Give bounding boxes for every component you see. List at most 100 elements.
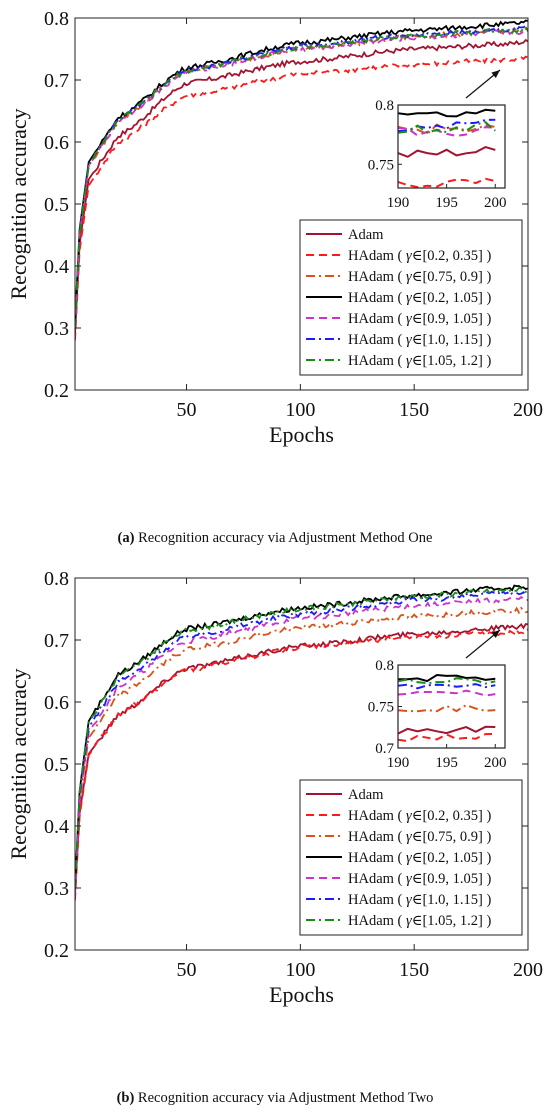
series-line-3: [75, 19, 528, 322]
y-tick-label: 0.6: [44, 692, 69, 714]
legend-label-3: HAdam ( γ∈[0.2, 1.05] ): [348, 850, 491, 866]
legend-label-4: HAdam ( γ∈[0.9, 1.05] ): [348, 311, 491, 327]
legend-label-range: ∈[0.75, 0.9] ): [412, 269, 492, 285]
inset-line-5: [398, 118, 496, 133]
inset-line-1: [398, 732, 496, 743]
caption-a-text: Recognition accuracy via Adjustment Meth…: [138, 530, 433, 546]
legend-label-prefix: HAdam (: [348, 829, 406, 845]
series-line-6: [75, 586, 528, 889]
inset-y-tick-label: 0.75: [368, 700, 394, 716]
chart-b: 0.2 0.3 0.4 0.5 0.6 0.7 0.8 50 100 150 200 Epochs Re…: [6, 568, 543, 1007]
series-line-4: [75, 595, 528, 895]
x-tick-label: 200: [513, 399, 543, 421]
y-tick-label: 0.4: [44, 816, 69, 838]
inset-y-tick-label: 0.7: [375, 741, 394, 757]
y-tick-label: 0.2: [44, 940, 69, 962]
y-tick-label: 0.5: [44, 754, 69, 776]
zoom-arrow: [465, 629, 501, 659]
legend-label-gamma: γ: [406, 913, 413, 929]
x-axis-label: Epochs: [269, 982, 334, 1007]
series-line-5: [75, 24, 528, 329]
legend-label-prefix: HAdam (: [348, 850, 406, 866]
legend-label-gamma: γ: [406, 353, 413, 369]
legend-label-gamma: γ: [406, 808, 413, 824]
legend-label-prefix: Adam: [348, 787, 384, 803]
x-tick-label: 50: [177, 399, 197, 421]
legend-label-3: HAdam ( γ∈[0.2, 1.05] ): [348, 290, 491, 306]
x-tick-label: 100: [285, 959, 315, 981]
legend-label-prefix: HAdam (: [348, 871, 406, 887]
legend-label-6: HAdam ( γ∈[1.05, 1.2] ): [348, 353, 491, 369]
y-tick-label: 0.4: [44, 256, 69, 278]
caption-a: (a) Recognition accuracy via Adjustment …: [0, 530, 550, 547]
legend-label-gamma: γ: [406, 248, 413, 264]
y-tick-label: 0.6: [44, 132, 69, 154]
legend-label-gamma: γ: [406, 892, 413, 908]
legend-label-prefix: HAdam (: [348, 808, 406, 824]
inset-line-4: [398, 689, 496, 697]
zoom-arrow: [465, 69, 501, 99]
inset-y-tick-label: 0.8: [375, 98, 394, 114]
y-tick-label: 0.5: [44, 194, 69, 216]
inset-line-6: [398, 677, 496, 685]
inset-x-tick-label: 190: [387, 195, 410, 211]
x-tick-label: 100: [285, 399, 315, 421]
x-tick-label: 200: [513, 959, 543, 981]
inset: 190 195 200 0.7 0.75 0.8: [368, 658, 507, 771]
caption-b-label: (b): [116, 1090, 135, 1106]
x-tick-label: 150: [399, 959, 429, 981]
legend-label-gamma: γ: [406, 829, 413, 845]
y-tick-label: 0.2: [44, 380, 69, 402]
y-tick-label: 0.8: [44, 8, 69, 30]
series-line-1: [75, 55, 528, 341]
chart-a: 0.2 0.3 0.4 0.5 0.6 0.7 0.8 50 100 150 200 Epochs Re…: [6, 8, 543, 447]
legend-label-prefix: HAdam (: [348, 353, 406, 369]
chart-panel-a: 0.2 0.3 0.4 0.5 0.6 0.7 0.8 50 100 150 200 Epochs Re…: [0, 8, 550, 547]
inset-x-tick-label: 200: [484, 195, 507, 211]
inset-y-tick-label: 0.75: [368, 157, 394, 173]
legend-label-prefix: Adam: [348, 227, 384, 243]
series-lines: [75, 584, 528, 901]
y-axis-label: Recognition accuracy: [6, 668, 31, 859]
inset-line-1: [398, 177, 496, 188]
legend-label-range: ∈[1.0, 1.15] ): [412, 892, 492, 908]
inset-background: [398, 105, 505, 188]
inset-line-3: [398, 108, 496, 118]
caption-b: (b) Recognition accuracy via Adjustment …: [0, 1090, 550, 1107]
x-tick-label: 50: [177, 959, 197, 981]
y-tick-label: 0.7: [44, 630, 69, 652]
caption-b-text: Recognition accuracy via Adjustment Meth…: [137, 1090, 434, 1106]
inset-x-tick-label: 190: [387, 755, 410, 771]
legend-label-prefix: HAdam (: [348, 913, 406, 929]
legend-label-range: ∈[0.9, 1.05] ): [412, 871, 492, 887]
series-line-6: [75, 25, 528, 329]
inset-line-4: [398, 126, 496, 137]
legend-label-range: ∈[0.2, 0.35] ): [412, 248, 492, 264]
y-tick-label: 0.8: [44, 568, 69, 590]
x-tick-label: 150: [399, 399, 429, 421]
legend-label-gamma: γ: [406, 850, 413, 866]
legend-label-5: HAdam ( γ∈[1.0, 1.15] ): [348, 892, 491, 908]
series-line-5: [75, 590, 528, 889]
legend-label-gamma: γ: [406, 290, 413, 306]
caption-a-label: (a): [117, 530, 135, 546]
x-axis-label: Epochs: [269, 422, 334, 447]
y-tick-label: 0.7: [44, 70, 69, 92]
series-line-0: [75, 38, 528, 335]
series-line-2: [75, 606, 528, 889]
legend-label-range: ∈[0.9, 1.05] ): [412, 311, 492, 327]
legend-label-prefix: HAdam (: [348, 269, 406, 285]
legend-label-prefix: HAdam (: [348, 892, 406, 908]
inset-line-6: [398, 121, 496, 134]
legend-label-5: HAdam ( γ∈[1.0, 1.15] ): [348, 332, 491, 348]
inset-x-tick-label: 200: [484, 755, 507, 771]
legend-label-1: HAdam ( γ∈[0.2, 0.35] ): [348, 248, 491, 264]
inset-line-0: [398, 146, 496, 158]
legend-label-0: Adam: [348, 227, 384, 243]
legend-label-6: HAdam ( γ∈[1.05, 1.2] ): [348, 913, 491, 929]
legend-label-0: Adam: [348, 787, 384, 803]
inset-line-3: [398, 673, 496, 683]
legend-label-range: ∈[1.05, 1.2] ): [412, 353, 492, 369]
